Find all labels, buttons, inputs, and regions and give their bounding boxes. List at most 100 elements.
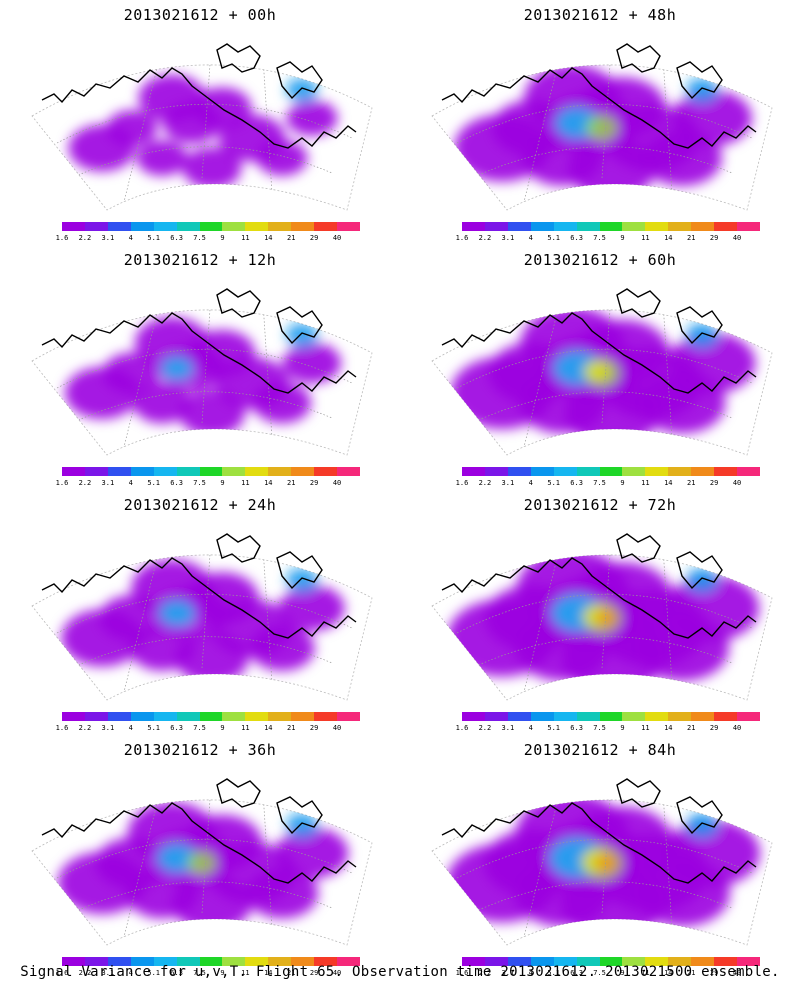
- colorbar-label: 3.1: [501, 724, 515, 732]
- colorbar-swatch: [314, 712, 338, 721]
- colorbar-label: 29: [709, 479, 719, 487]
- variance-field: [61, 559, 345, 684]
- colorbar-label: 5.1: [147, 479, 161, 487]
- colorbar-label: 14: [664, 479, 673, 487]
- colorbar-label: 11: [241, 969, 250, 977]
- colorbar-swatch: [462, 957, 485, 966]
- colorbar-swatch: [530, 712, 554, 721]
- colorbar-label: 3.1: [501, 969, 515, 977]
- coastline: [441, 312, 757, 394]
- coastline: [276, 306, 323, 345]
- coastline: [216, 778, 261, 808]
- colorbar-swatch: [84, 957, 108, 966]
- colorbar-swatch: [130, 712, 154, 721]
- colorbar-label: 3.1: [501, 479, 515, 487]
- colorbar-label: 1.6: [55, 479, 69, 487]
- colorbar-label: 1.6: [455, 479, 469, 487]
- colorbar-label: 14: [264, 234, 273, 242]
- colorbar-swatch: [691, 712, 715, 721]
- colorbar-labels: 1.6 2.2 3.1 4 5.1 6.3 7.5 9 11 14 21 29 40: [456, 479, 760, 489]
- colorbar-label: 5.1: [147, 969, 161, 977]
- colorbar-swatch: [484, 222, 508, 231]
- colorbar-label: 7.5: [193, 724, 206, 732]
- colorbar-label: 21: [687, 724, 696, 732]
- coastline: [216, 43, 261, 73]
- colorbar-label: 3.1: [101, 969, 115, 977]
- colorbar-label: 21: [287, 724, 296, 732]
- coastline: [676, 61, 723, 100]
- colorbar-label: 40: [332, 724, 342, 732]
- colorbar-label: 5.1: [547, 479, 561, 487]
- colorbar-swatch: [130, 957, 154, 966]
- colorbar-swatch: [576, 222, 600, 231]
- colorbar-swatch: [268, 467, 292, 476]
- coastline: [276, 796, 323, 835]
- colorbar-label: 4: [528, 479, 533, 487]
- colorbar-label: 5.1: [547, 234, 561, 242]
- colorbar-label: 14: [664, 969, 673, 977]
- colorbar-swatch: [714, 712, 738, 721]
- colorbar-label: 7.5: [593, 234, 606, 242]
- colorbar-label: 1.6: [455, 234, 469, 242]
- colorbar-label: 11: [241, 234, 250, 242]
- colorbar-label: 7.5: [193, 479, 206, 487]
- forecast-panel-72h: 2013021612 + 72h 1.6 2.2 3.1 4 5.1 6.3 7.5 9 11 14…: [400, 490, 800, 735]
- colorbar-swatch: [222, 957, 246, 966]
- colorbar: [62, 222, 360, 231]
- colorbar-swatch: [107, 222, 131, 231]
- colorbar-labels: 1.6 2.2 3.1 4 5.1 6.3 7.5 9 11 14 21 29 40: [56, 479, 360, 489]
- colorbar-label: 2.2: [478, 234, 492, 242]
- colorbar: [462, 957, 760, 966]
- colorbar-swatch: [268, 957, 292, 966]
- colorbar-swatch: [107, 957, 131, 966]
- colorbar-swatch: [199, 222, 223, 231]
- colorbar-label: 14: [264, 969, 273, 977]
- variance-map: [431, 778, 773, 946]
- colorbar-swatch: [245, 467, 269, 476]
- coastline: [441, 802, 757, 884]
- colorbar: [62, 957, 360, 966]
- colorbar-label: 21: [287, 234, 296, 242]
- colorbar-swatch: [176, 712, 200, 721]
- colorbar-labels: 1.6 2.2 3.1 4 5.1 6.3 7.5 9 11 14 21 29 40: [56, 234, 360, 244]
- colorbar-swatch: [530, 467, 554, 476]
- colorbar-swatch: [553, 222, 577, 231]
- figure-caption: Signal Variance for u,v,T. Flight 65. Ob…: [20, 964, 780, 980]
- colorbar-label: 7.5: [593, 479, 606, 487]
- colorbar-swatch: [737, 222, 760, 231]
- colorbar-label: 1.6: [55, 724, 69, 732]
- colorbar-swatch: [507, 957, 531, 966]
- colorbar-swatch: [291, 957, 315, 966]
- colorbar-swatch: [622, 957, 646, 966]
- colorbar-label: 29: [309, 479, 319, 487]
- colorbar-swatch: [484, 467, 508, 476]
- colorbar-swatch: [337, 222, 360, 231]
- colorbar-swatch: [668, 712, 692, 721]
- coastline: [616, 533, 661, 563]
- colorbar-swatch: [599, 957, 623, 966]
- panel-title: 2013021612 + 48h: [523, 6, 677, 24]
- colorbar-label: 2.2: [478, 969, 492, 977]
- colorbar-label: 7.5: [593, 969, 606, 977]
- colorbar-label: 9: [220, 724, 225, 732]
- colorbar-swatch: [107, 467, 131, 476]
- colorbar-label: 6.3: [170, 479, 183, 487]
- colorbar-swatch: [153, 957, 177, 966]
- colorbar-label: 4: [528, 234, 533, 242]
- colorbar-label: 11: [241, 724, 250, 732]
- forecast-panel-48h: 2013021612 + 48h 1.6 2.2 3.1 4 5.1 6.3 7.5 9 11 14…: [400, 0, 800, 245]
- colorbar-label: 21: [687, 969, 696, 977]
- colorbar-swatch: [62, 712, 85, 721]
- coastline: [216, 288, 261, 318]
- colorbar-swatch: [553, 712, 577, 721]
- colorbar-swatch: [245, 712, 269, 721]
- colorbar: [462, 712, 760, 721]
- colorbar-swatch: [199, 467, 223, 476]
- colorbar-swatch: [737, 957, 760, 966]
- colorbar-swatch: [668, 957, 692, 966]
- colorbar-swatch: [484, 957, 508, 966]
- coastline: [41, 312, 357, 394]
- colorbar-labels: 1.6 2.2 3.1 4 5.1 6.3 7.5 9 11 14 21 29 40: [456, 724, 760, 734]
- colorbar-swatch: [222, 712, 246, 721]
- colorbar-swatch: [62, 467, 85, 476]
